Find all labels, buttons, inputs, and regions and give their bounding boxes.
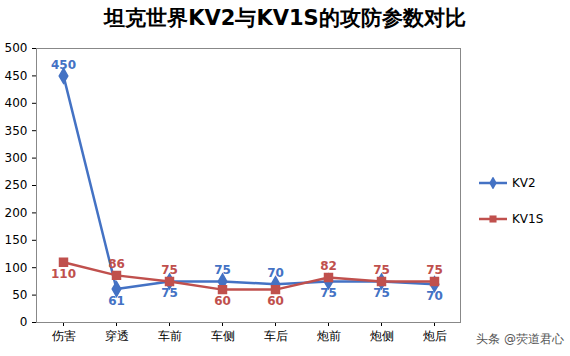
svg-text:75: 75 [373, 263, 390, 277]
html-text:头条 @荧道君心: 头条 @荧道君心 [476, 332, 564, 346]
svg-text:75: 75 [373, 286, 390, 300]
svg-text:500: 500 [5, 41, 28, 55]
svg-text:150: 150 [5, 233, 28, 247]
svg-text:350: 350 [5, 124, 28, 138]
svg-text:86: 86 [108, 257, 125, 271]
svg-text:50: 50 [12, 288, 27, 302]
svg-text:70: 70 [426, 289, 443, 303]
svg-text:车侧: 车侧 [211, 329, 235, 343]
svg-text:450: 450 [51, 58, 76, 72]
svg-text:车后: 车后 [264, 329, 288, 343]
html-text:坦克世界KV2与KV1S的攻防参数对比: 坦克世界KV2与KV1S的攻防参数对比 [104, 6, 466, 30]
html-text:KV2: KV2 [512, 176, 536, 190]
svg-text:60: 60 [267, 294, 284, 308]
svg-text:450: 450 [5, 69, 28, 83]
svg-text:250: 250 [5, 178, 28, 192]
svg-text:300: 300 [5, 151, 28, 165]
svg-text:炮侧: 炮侧 [370, 329, 394, 343]
svg-text:61: 61 [108, 294, 125, 308]
svg-text:400: 400 [5, 96, 28, 110]
svg-text:0: 0 [20, 315, 28, 329]
svg-text:82: 82 [320, 259, 337, 273]
svg-text:伤害: 伤害 [52, 329, 76, 343]
svg-text:110: 110 [51, 267, 76, 281]
svg-text:炮后: 炮后 [423, 329, 447, 343]
svg-text:车前: 车前 [158, 329, 182, 343]
svg-text:200: 200 [5, 206, 28, 220]
svg-text:75: 75 [161, 286, 178, 300]
svg-text:75: 75 [320, 286, 337, 300]
svg-text:70: 70 [267, 266, 284, 280]
svg-text:炮前: 炮前 [317, 329, 341, 343]
svg-text:100: 100 [5, 261, 28, 275]
svg-text:75: 75 [426, 263, 443, 277]
svg-text:穿透: 穿透 [105, 329, 129, 343]
svg-text:75: 75 [161, 263, 178, 277]
html-text:KV1S: KV1S [512, 212, 544, 226]
svg-text:60: 60 [214, 294, 231, 308]
svg-text:75: 75 [214, 263, 231, 277]
